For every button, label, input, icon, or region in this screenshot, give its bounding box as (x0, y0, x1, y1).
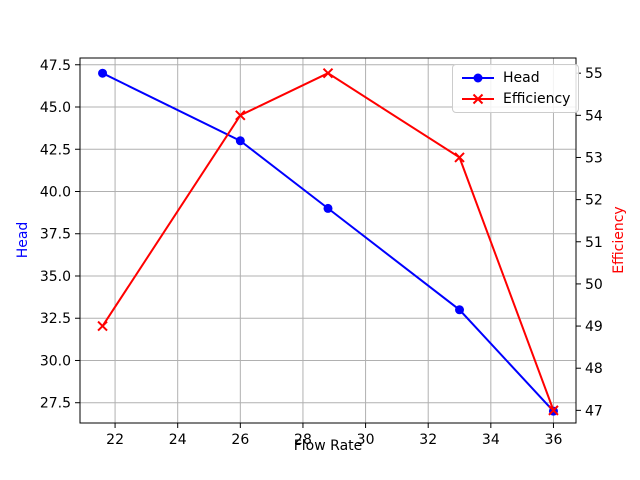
x-tick-label: 22 (106, 432, 124, 448)
line-x-marker-icon (462, 93, 494, 105)
y-tick-label-right: 53 (585, 150, 603, 166)
data-point-efficiency (97, 320, 108, 332)
plot-border (79, 57, 577, 424)
y-axis-label-left: Head (15, 221, 31, 259)
line-circle-marker-icon (462, 73, 494, 83)
y-tick-label-right: 47 (585, 403, 603, 419)
y-tick-label-left: 27.5 (40, 396, 71, 412)
legend: Head Efficiency (452, 64, 580, 113)
y-tick-label-left: 45.0 (40, 100, 71, 116)
y-tick-label-right: 50 (585, 277, 603, 293)
y-tick-label-left: 37.5 (40, 227, 71, 243)
x-tick-label: 28 (294, 432, 312, 448)
data-point-efficiency (235, 110, 246, 121)
legend-label-head: Head (503, 70, 540, 86)
data-point-efficiency (454, 152, 465, 163)
y-axis-label-right: Efficiency (611, 206, 627, 274)
x-tick-label: 36 (545, 432, 563, 448)
y-tick-label-left: 42.5 (40, 142, 71, 158)
y-tick-label-right: 48 (585, 361, 603, 377)
data-point-efficiency (548, 405, 559, 416)
y-tick-label-right: 55 (585, 66, 603, 82)
data-point-efficiency (322, 67, 334, 79)
y-tick-label-right: 51 (585, 235, 603, 251)
y-tick-label-left: 35.0 (40, 269, 71, 285)
x-tick-label: 32 (419, 432, 437, 448)
legend-label-efficiency: Efficiency (503, 91, 571, 107)
y-tick-label-left: 32.5 (40, 311, 71, 327)
y-tick-label-right: 52 (585, 193, 603, 209)
y-tick-label-right: 49 (585, 319, 603, 335)
x-axis-label: Flow Rate (293, 438, 363, 454)
data-point-head (98, 68, 108, 78)
x-tick-label: 26 (231, 432, 249, 448)
y-tick-label-left: 40.0 (40, 184, 71, 200)
y-tick-label-right: 54 (585, 108, 603, 124)
x-tick-label: 24 (169, 432, 187, 448)
legend-item-head: Head (461, 69, 570, 87)
series-line-efficiency (101, 72, 555, 411)
data-point-head (323, 203, 333, 213)
y-tick-label-left: 30.0 (40, 353, 71, 369)
data-point-head (235, 136, 245, 146)
data-point-head (455, 305, 465, 315)
x-tick-label: 30 (357, 432, 375, 448)
y-tick-label-left: 47.5 (40, 58, 71, 74)
legend-item-efficiency: Efficiency (461, 90, 570, 108)
x-tick-label: 34 (482, 432, 500, 448)
